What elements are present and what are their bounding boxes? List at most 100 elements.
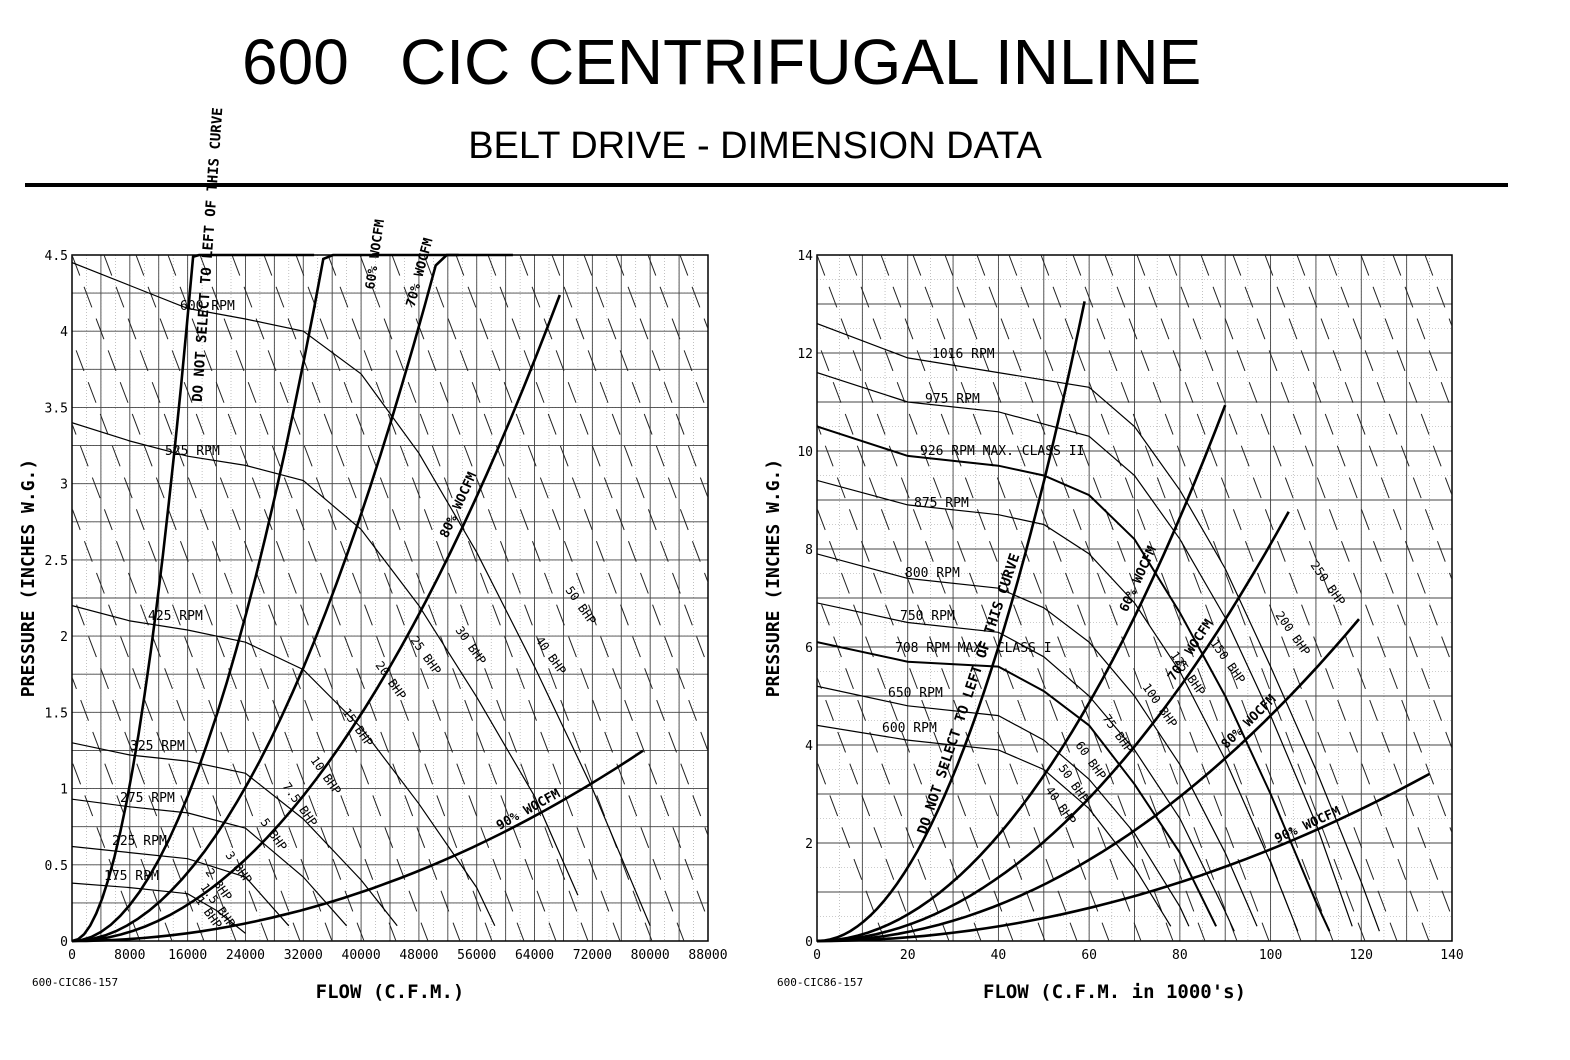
x-axis-label: FLOW (C.F.M.) bbox=[316, 981, 465, 1003]
bhp-line bbox=[1392, 255, 1452, 413]
y-tick-label: 4 bbox=[805, 739, 813, 754]
bhp-line bbox=[1489, 255, 1570, 941]
x-tick-label: 88000 bbox=[688, 948, 727, 963]
system-curve bbox=[71, 749, 644, 943]
y-tick-label: 1.5 bbox=[45, 706, 68, 721]
x-axis-label: FLOW (C.F.M. in 1000's) bbox=[983, 981, 1246, 1003]
x-tick-label: 80000 bbox=[631, 948, 670, 963]
bhp-line bbox=[817, 255, 1078, 941]
y-tick-label: 0 bbox=[805, 935, 813, 950]
bhp-line bbox=[423, 255, 685, 941]
x-tick-label: 72000 bbox=[573, 948, 612, 963]
x-tick-label: 120 bbox=[1350, 948, 1373, 963]
rpm-label: 275 RPM bbox=[120, 791, 175, 806]
bhp-label: 50 BHP bbox=[563, 584, 599, 628]
rpm-curve bbox=[817, 724, 1172, 927]
y-tick-label: 14 bbox=[797, 249, 813, 264]
y-axis-label: PRESSURE (INCHES W.G.) bbox=[763, 459, 784, 697]
y-axis-label: PRESSURE (INCHES W.G.) bbox=[18, 459, 39, 697]
bhp-label: 10 BHP bbox=[308, 754, 344, 798]
bhp-line bbox=[263, 255, 525, 941]
rpm-label: 325 RPM bbox=[130, 739, 185, 754]
y-tick-label: 2 bbox=[805, 837, 813, 852]
bhp-line bbox=[1168, 255, 1430, 941]
bhp-line bbox=[1008, 255, 1270, 941]
y-tick-label: 4.5 bbox=[45, 249, 68, 264]
rpm-label: 875 RPM bbox=[914, 496, 969, 511]
rpm-curve bbox=[817, 602, 1235, 932]
bhp-label: 200 BHP bbox=[1273, 609, 1313, 658]
plot-frame bbox=[816, 254, 1453, 942]
y-tick-label: 8 bbox=[805, 543, 813, 558]
y-tick-label: 3.5 bbox=[45, 401, 68, 416]
bhp-dash-lines bbox=[817, 255, 1570, 941]
bhp-label: 75 BHP bbox=[1100, 712, 1136, 756]
chart-2: 0 20 40 60 80 100 120 140 0 2 4 6 8 10 12 14 FLOW (C.F.M… bbox=[763, 249, 1570, 1003]
rpm-label: 600 RPM bbox=[882, 721, 937, 736]
y-tick-label: 4 bbox=[60, 325, 68, 340]
bhp-line bbox=[327, 255, 589, 941]
bhp-line bbox=[1360, 255, 1452, 497]
x-tick-label: 0 bbox=[813, 948, 821, 963]
system-curve bbox=[816, 618, 1360, 943]
drawing-id: 600-CIC86-157 bbox=[32, 976, 118, 989]
rpm-label: 225 RPM bbox=[112, 834, 167, 849]
bhp-line bbox=[817, 338, 1046, 941]
bhp-line bbox=[1200, 255, 1452, 919]
rpm-curve bbox=[817, 372, 1353, 927]
bhp-line bbox=[455, 255, 708, 922]
page-subtitle: BELT DRIVE - DIMENSION DATA bbox=[468, 125, 1042, 167]
system-curve bbox=[816, 404, 1227, 943]
bhp-line bbox=[912, 255, 1174, 941]
rpm-curve bbox=[817, 553, 1258, 927]
page-title: CIC CENTRIFUGAL INLINE bbox=[400, 26, 1202, 98]
y-tick-label: 0.5 bbox=[45, 859, 68, 874]
x-tick-label: 140 bbox=[1440, 948, 1463, 963]
bhp-line bbox=[72, 255, 333, 941]
rpm-label: 708 RPM MAX. CLASS I bbox=[895, 641, 1052, 656]
rpm-curve bbox=[72, 422, 579, 896]
bhp-line bbox=[1457, 255, 1570, 941]
x-tick-label: 0 bbox=[68, 948, 76, 963]
bhp-line bbox=[1264, 255, 1452, 750]
x-tick-label: 20 bbox=[900, 948, 916, 963]
bhp-line bbox=[944, 255, 1206, 941]
bhp-line bbox=[72, 338, 301, 941]
y-tick-label: 2 bbox=[60, 630, 68, 645]
bhp-line bbox=[1521, 255, 1570, 941]
bhp-label: 150 BHP bbox=[1208, 637, 1248, 686]
x-tick-label: 100 bbox=[1259, 948, 1282, 963]
system-curve-label: 70% WOCFM bbox=[404, 236, 437, 308]
bhp-line bbox=[1104, 255, 1366, 941]
x-tick-label: 60 bbox=[1081, 948, 1097, 963]
x-tick-label: 8000 bbox=[114, 948, 145, 963]
bhp-line bbox=[551, 255, 708, 669]
system-curve bbox=[71, 253, 315, 943]
y-tick-label: 2.5 bbox=[45, 554, 68, 569]
y-tick-label: 12 bbox=[797, 347, 813, 362]
bhp-line bbox=[647, 255, 708, 415]
x-tick-label: 16000 bbox=[168, 948, 207, 963]
x-tick-label: 80 bbox=[1172, 948, 1188, 963]
model-number: 600 bbox=[242, 26, 349, 98]
system-curve bbox=[816, 772, 1430, 943]
rpm-curve bbox=[72, 262, 651, 927]
rpm-curve bbox=[72, 798, 348, 927]
x-tick-label: 56000 bbox=[457, 948, 496, 963]
y-tick-label: 6 bbox=[805, 641, 813, 656]
bhp-line bbox=[295, 255, 557, 941]
rpm-curve bbox=[817, 425, 1331, 932]
system-curve bbox=[816, 511, 1290, 943]
bhp-label: 30 BHP bbox=[453, 624, 489, 668]
x-tick-label: 40 bbox=[991, 948, 1007, 963]
rpm-label: 1016 RPM bbox=[932, 347, 995, 362]
bhp-line bbox=[1553, 255, 1570, 941]
bhp-line bbox=[880, 255, 1142, 941]
bhp-line bbox=[583, 255, 708, 584]
bhp-line bbox=[199, 255, 461, 941]
system-curve bbox=[71, 253, 459, 943]
rpm-label: 600 RPM bbox=[180, 299, 235, 314]
bhp-line bbox=[615, 255, 708, 500]
bhp-label: 100 BHP bbox=[1140, 681, 1180, 730]
